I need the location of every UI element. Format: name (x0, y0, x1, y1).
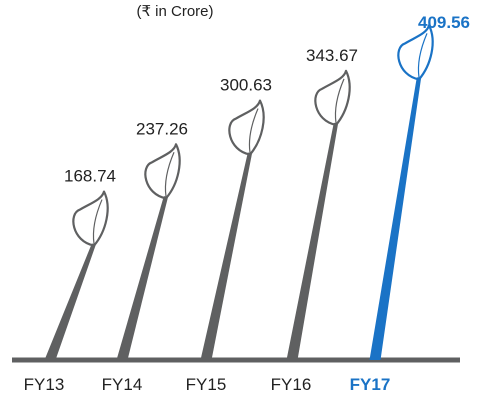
leaf-vein-fy15 (248, 108, 259, 153)
leaf-fy17 (397, 24, 434, 81)
category-label-fy17: FY17 (350, 375, 391, 394)
chart-marks: 168.74 FY13 237.26 FY14 300.63 FY15 343.67 FY16… (24, 13, 470, 394)
category-label-fy16: FY16 (271, 375, 312, 394)
stem-fy15 (200, 152, 253, 360)
leaf-vein-fy16 (334, 78, 345, 123)
leaf-fy14 (144, 143, 181, 200)
leaf-fy13 (72, 190, 109, 247)
stem-fy16 (286, 122, 339, 360)
category-label-fy13: FY13 (24, 375, 65, 394)
stem-fy14 (116, 196, 169, 360)
category-label-fy14: FY14 (102, 375, 143, 394)
leaf-fy16 (314, 69, 351, 126)
value-label-fy13: 168.74 (64, 167, 116, 186)
value-label-fy15: 300.63 (220, 76, 272, 95)
category-label-fy15: FY15 (186, 375, 227, 394)
value-label-fy14: 237.26 (136, 119, 188, 138)
leaf-vein-fy14 (164, 152, 175, 197)
chart-subtitle: (₹ in Crore) (136, 3, 213, 20)
stem-fy13 (44, 243, 97, 360)
value-label-fy16: 343.67 (306, 46, 358, 65)
leaf-vein-fy13 (92, 199, 103, 244)
value-label-fy17: 409.56 (418, 13, 470, 32)
stem-fy17 (369, 77, 422, 361)
leaf-vein-fy17 (417, 33, 428, 78)
leaf-fy15 (228, 99, 265, 156)
